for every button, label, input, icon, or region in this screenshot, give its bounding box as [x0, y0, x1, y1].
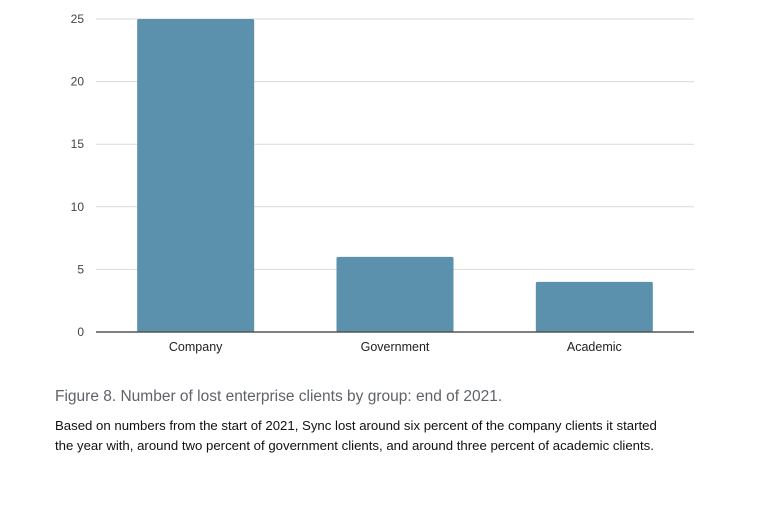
- figure-description: Based on numbers from the start of 2021,…: [55, 418, 657, 453]
- bar-chart: 0 5 10 15 20 25 Company Government Academic: [71, 12, 694, 354]
- x-tick-label: Government: [361, 340, 430, 354]
- bar-government: [336, 256, 454, 332]
- y-tick-label: 10: [71, 200, 85, 214]
- figure-caption: Figure 8. Number of lost enterprise clie…: [55, 388, 503, 405]
- y-tick-label: 25: [71, 12, 85, 26]
- y-tick-label: 20: [71, 75, 85, 89]
- y-tick-label: 15: [71, 137, 85, 151]
- bar-company: [137, 19, 255, 332]
- bars: [137, 19, 653, 332]
- x-axis-labels: Company Government Academic: [169, 340, 622, 354]
- y-axis-ticks: 0 5 10 15 20 25: [71, 12, 85, 339]
- bar-academic: [535, 281, 653, 332]
- x-tick-label: Academic: [567, 340, 622, 354]
- x-tick-label: Company: [169, 340, 223, 354]
- y-tick-label: 0: [77, 325, 84, 339]
- y-tick-label: 5: [77, 262, 84, 276]
